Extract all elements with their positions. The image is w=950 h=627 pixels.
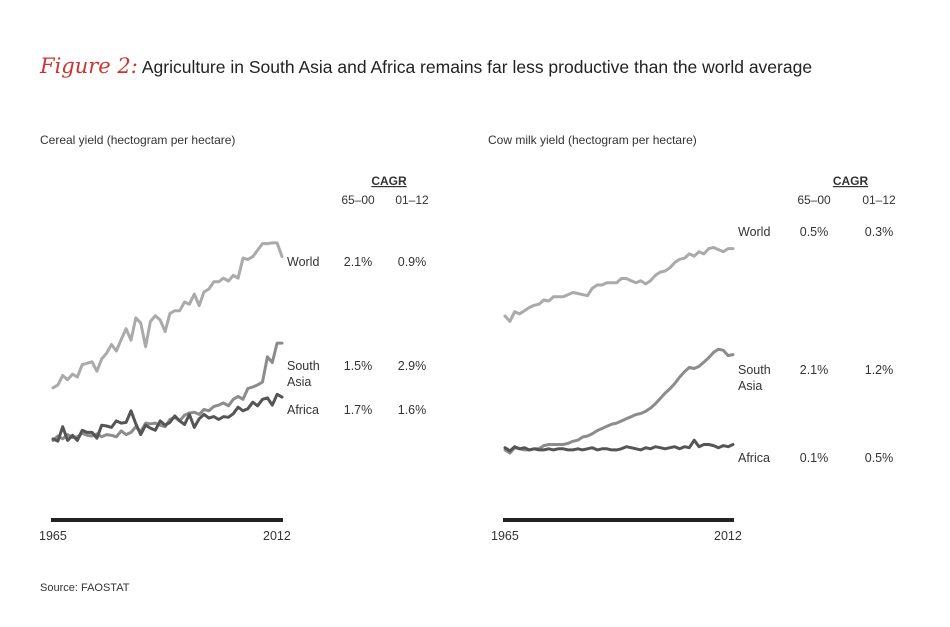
milk-series-world-label: World bbox=[738, 225, 770, 239]
cereal-world-cagr-2: 0.9% bbox=[398, 255, 427, 269]
milk-africa-cagr-1: 0.1% bbox=[800, 451, 829, 465]
cereal-x-tick-end: 2012 bbox=[263, 529, 291, 543]
milk-south-asia-cagr-1: 2.1% bbox=[800, 363, 829, 377]
cereal-south-asia-cagr-1: 1.5% bbox=[344, 359, 373, 373]
source-note: Source: FAOSTAT bbox=[40, 582, 130, 594]
milk-series-world-line bbox=[503, 246, 735, 323]
cereal-series-south-asia-line bbox=[51, 341, 284, 442]
cereal-series-africa-line bbox=[51, 392, 284, 443]
cereal-series-south-asia-label: Asia bbox=[287, 375, 311, 389]
milk-x-tick-start: 1965 bbox=[491, 529, 519, 543]
cereal-world-cagr-1: 2.1% bbox=[344, 255, 373, 269]
cereal-africa-cagr-1: 1.7% bbox=[344, 403, 373, 417]
cereal-cagr-period-2: 01–12 bbox=[395, 193, 429, 207]
panel-title-cereal: Cereal yield (hectogram per hectare) bbox=[40, 133, 236, 147]
milk-world-cagr-1: 0.5% bbox=[800, 225, 829, 239]
cereal-africa-cagr-2: 1.6% bbox=[398, 403, 427, 417]
milk-series-africa-line bbox=[503, 438, 735, 453]
milk-cagr-period-1: 65–00 bbox=[797, 193, 831, 207]
milk-cagr-period-2: 01–12 bbox=[862, 193, 896, 207]
milk-series-south-asia-line bbox=[503, 347, 735, 455]
milk-africa-cagr-2: 0.5% bbox=[865, 451, 894, 465]
milk-cagr-header: CAGR bbox=[833, 174, 869, 188]
milk-series-africa-label: Africa bbox=[738, 451, 770, 465]
cereal-series-south-asia-label: South bbox=[287, 359, 320, 373]
cereal-series-africa-label: Africa bbox=[287, 403, 319, 417]
cereal-cagr-header: CAGR bbox=[371, 174, 407, 188]
milk-series-south-asia-label: Asia bbox=[738, 379, 762, 393]
figure-title: Figure 2: Agriculture in South Asia and A… bbox=[40, 54, 812, 78]
cereal-series-world-label: World bbox=[287, 255, 319, 269]
milk-series-south-asia-label: South bbox=[738, 363, 771, 377]
cereal-series-world-line bbox=[51, 241, 284, 390]
panel-title-milk: Cow milk yield (hectogram per hectare) bbox=[488, 133, 697, 147]
figure-title-text: Agriculture in South Asia and Africa rem… bbox=[141, 57, 813, 77]
figure-label: Figure 2: bbox=[40, 54, 138, 78]
milk-world-cagr-2: 0.3% bbox=[865, 225, 894, 239]
cereal-x-tick-start: 1965 bbox=[39, 529, 67, 543]
cereal-south-asia-cagr-2: 2.9% bbox=[398, 359, 427, 373]
milk-south-asia-cagr-2: 1.2% bbox=[865, 363, 894, 377]
milk-x-tick-end: 2012 bbox=[714, 529, 742, 543]
cereal-cagr-period-1: 65–00 bbox=[341, 193, 375, 207]
